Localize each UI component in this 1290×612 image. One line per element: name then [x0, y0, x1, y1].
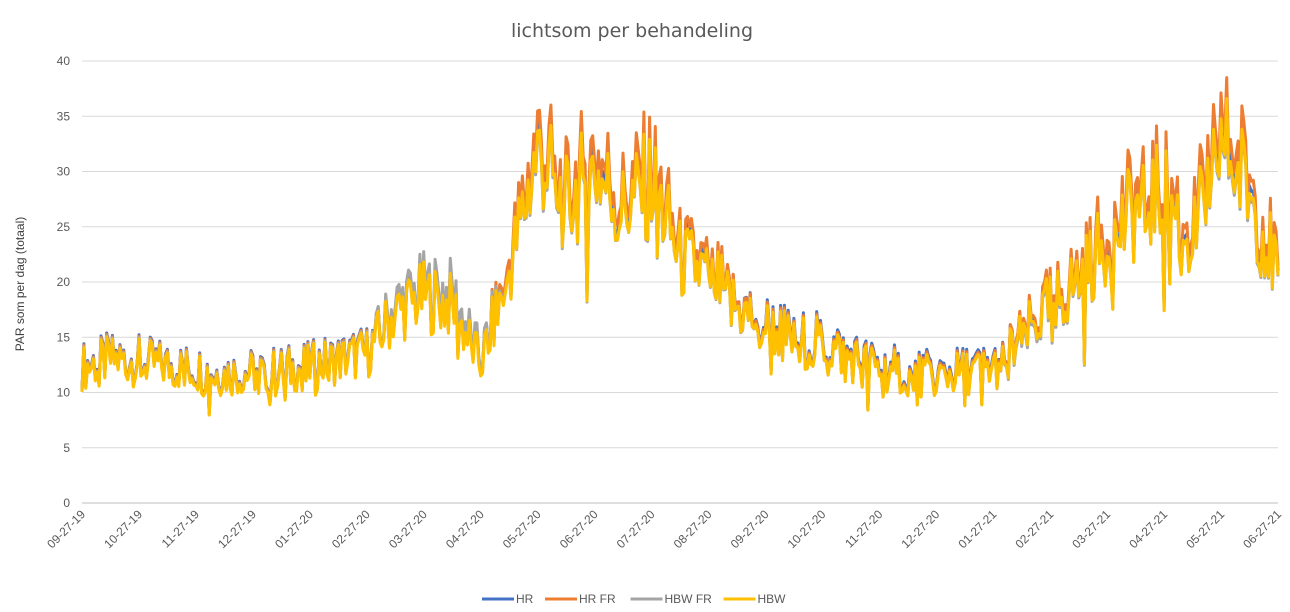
- y-axis-ticks: 0 5 10 15 20 25 30 35 40: [57, 54, 71, 510]
- x-tick-label: 09-27-20: [728, 507, 772, 551]
- x-axis: 09-27-19 10-27-19 11-27-19 12-27-19 01-27-20…: [44, 502, 1284, 551]
- x-tick-label: 01-27-20: [272, 507, 316, 551]
- x-tick-label: 04-27-21: [1126, 507, 1170, 551]
- x-tick-label: 02-27-21: [1012, 507, 1056, 551]
- series-line-hbw: [80, 97, 1280, 417]
- x-tick-label: 10-27-20: [785, 507, 829, 551]
- legend-label: HBW: [758, 592, 787, 606]
- y-tick-label: 30: [57, 165, 71, 179]
- x-tick-label: 01-27-21: [955, 507, 999, 551]
- legend-label: HR FR: [579, 592, 616, 606]
- x-tick-label: 10-27-19: [101, 507, 145, 551]
- x-tick-label: 03-27-20: [386, 507, 430, 551]
- y-tick-label: 0: [63, 496, 70, 510]
- x-tick-label: 02-27-20: [329, 507, 373, 551]
- gridlines: [82, 60, 1278, 504]
- y-tick-label: 25: [57, 220, 71, 234]
- y-tick-label: 20: [57, 275, 71, 289]
- x-tick-label: 04-27-20: [443, 507, 487, 551]
- y-axis-label: PAR som per dag (totaal): [13, 217, 27, 352]
- y-tick-label: 35: [57, 109, 71, 123]
- legend-label: HBW FR: [665, 592, 713, 606]
- x-tick-label: 07-27-20: [614, 507, 658, 551]
- x-tick-label: 05-27-20: [500, 507, 544, 551]
- x-tick-label: 06-27-20: [557, 507, 601, 551]
- x-tick-label: 06-27-21: [1240, 507, 1284, 551]
- chart-title: lichtsom per behandeling: [511, 20, 753, 42]
- y-tick-label: 10: [57, 386, 71, 400]
- x-tick-label: 03-27-21: [1069, 507, 1113, 551]
- y-tick-label: 15: [57, 330, 71, 344]
- legend-label: HR: [516, 592, 534, 606]
- x-tick-label: 12-27-20: [899, 507, 943, 551]
- x-tick-label: 11-27-19: [159, 507, 202, 550]
- x-tick-label: 12-27-19: [215, 507, 259, 551]
- x-tick-label: 09-27-19: [44, 507, 88, 551]
- legend: HR HR FR HBW FR HBW: [482, 592, 786, 606]
- y-tick-label: 5: [63, 441, 70, 455]
- x-tick-label: 05-27-21: [1183, 507, 1227, 551]
- x-tick-label: 08-27-20: [671, 507, 715, 551]
- x-tick-label: 11-27-20: [842, 507, 885, 550]
- series-lines: [80, 76, 1280, 417]
- y-tick-label: 40: [57, 54, 71, 68]
